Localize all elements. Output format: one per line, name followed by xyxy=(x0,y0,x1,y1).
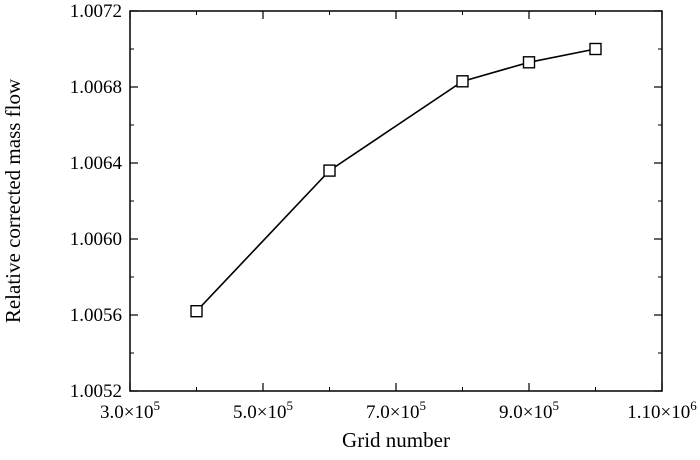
y-tick-label: 1.0068 xyxy=(70,77,122,98)
y-tick-label: 1.0064 xyxy=(70,153,123,174)
x-tick-label: 3.0×105 xyxy=(100,398,160,423)
plot-frame xyxy=(129,10,663,392)
x-tick-label: 9.0×105 xyxy=(499,398,559,423)
y-tick-label: 1.0056 xyxy=(70,305,122,326)
x-tick-label: 1.10×106 xyxy=(627,398,697,423)
y-tick-label: 1.0060 xyxy=(70,229,122,250)
data-point-marker xyxy=(190,305,203,318)
x-tick-label: 7.0×105 xyxy=(366,398,426,423)
series-line xyxy=(195,48,596,312)
data-point-marker xyxy=(323,164,336,177)
series-group xyxy=(190,42,602,318)
data-point-marker xyxy=(522,56,536,69)
y-tick-label: 1.0052 xyxy=(70,381,122,402)
y-axis-title: Relative corrected mass flow xyxy=(1,78,25,323)
y-axis-ticks: 1.0052 1.0056 1.0060 1.0064 1.0068 1.0072 xyxy=(70,1,662,402)
y-tick-label: 1.0072 xyxy=(70,1,122,22)
x-tick-label: 5.0×105 xyxy=(233,398,293,423)
x-axis-title: Grid number xyxy=(342,428,450,452)
data-point-marker xyxy=(589,42,602,56)
data-point-marker xyxy=(456,75,469,88)
x-axis-ticks: 3.0×105 5.0×105 7.0×105 9.0×105 1.10×106 xyxy=(100,11,697,423)
